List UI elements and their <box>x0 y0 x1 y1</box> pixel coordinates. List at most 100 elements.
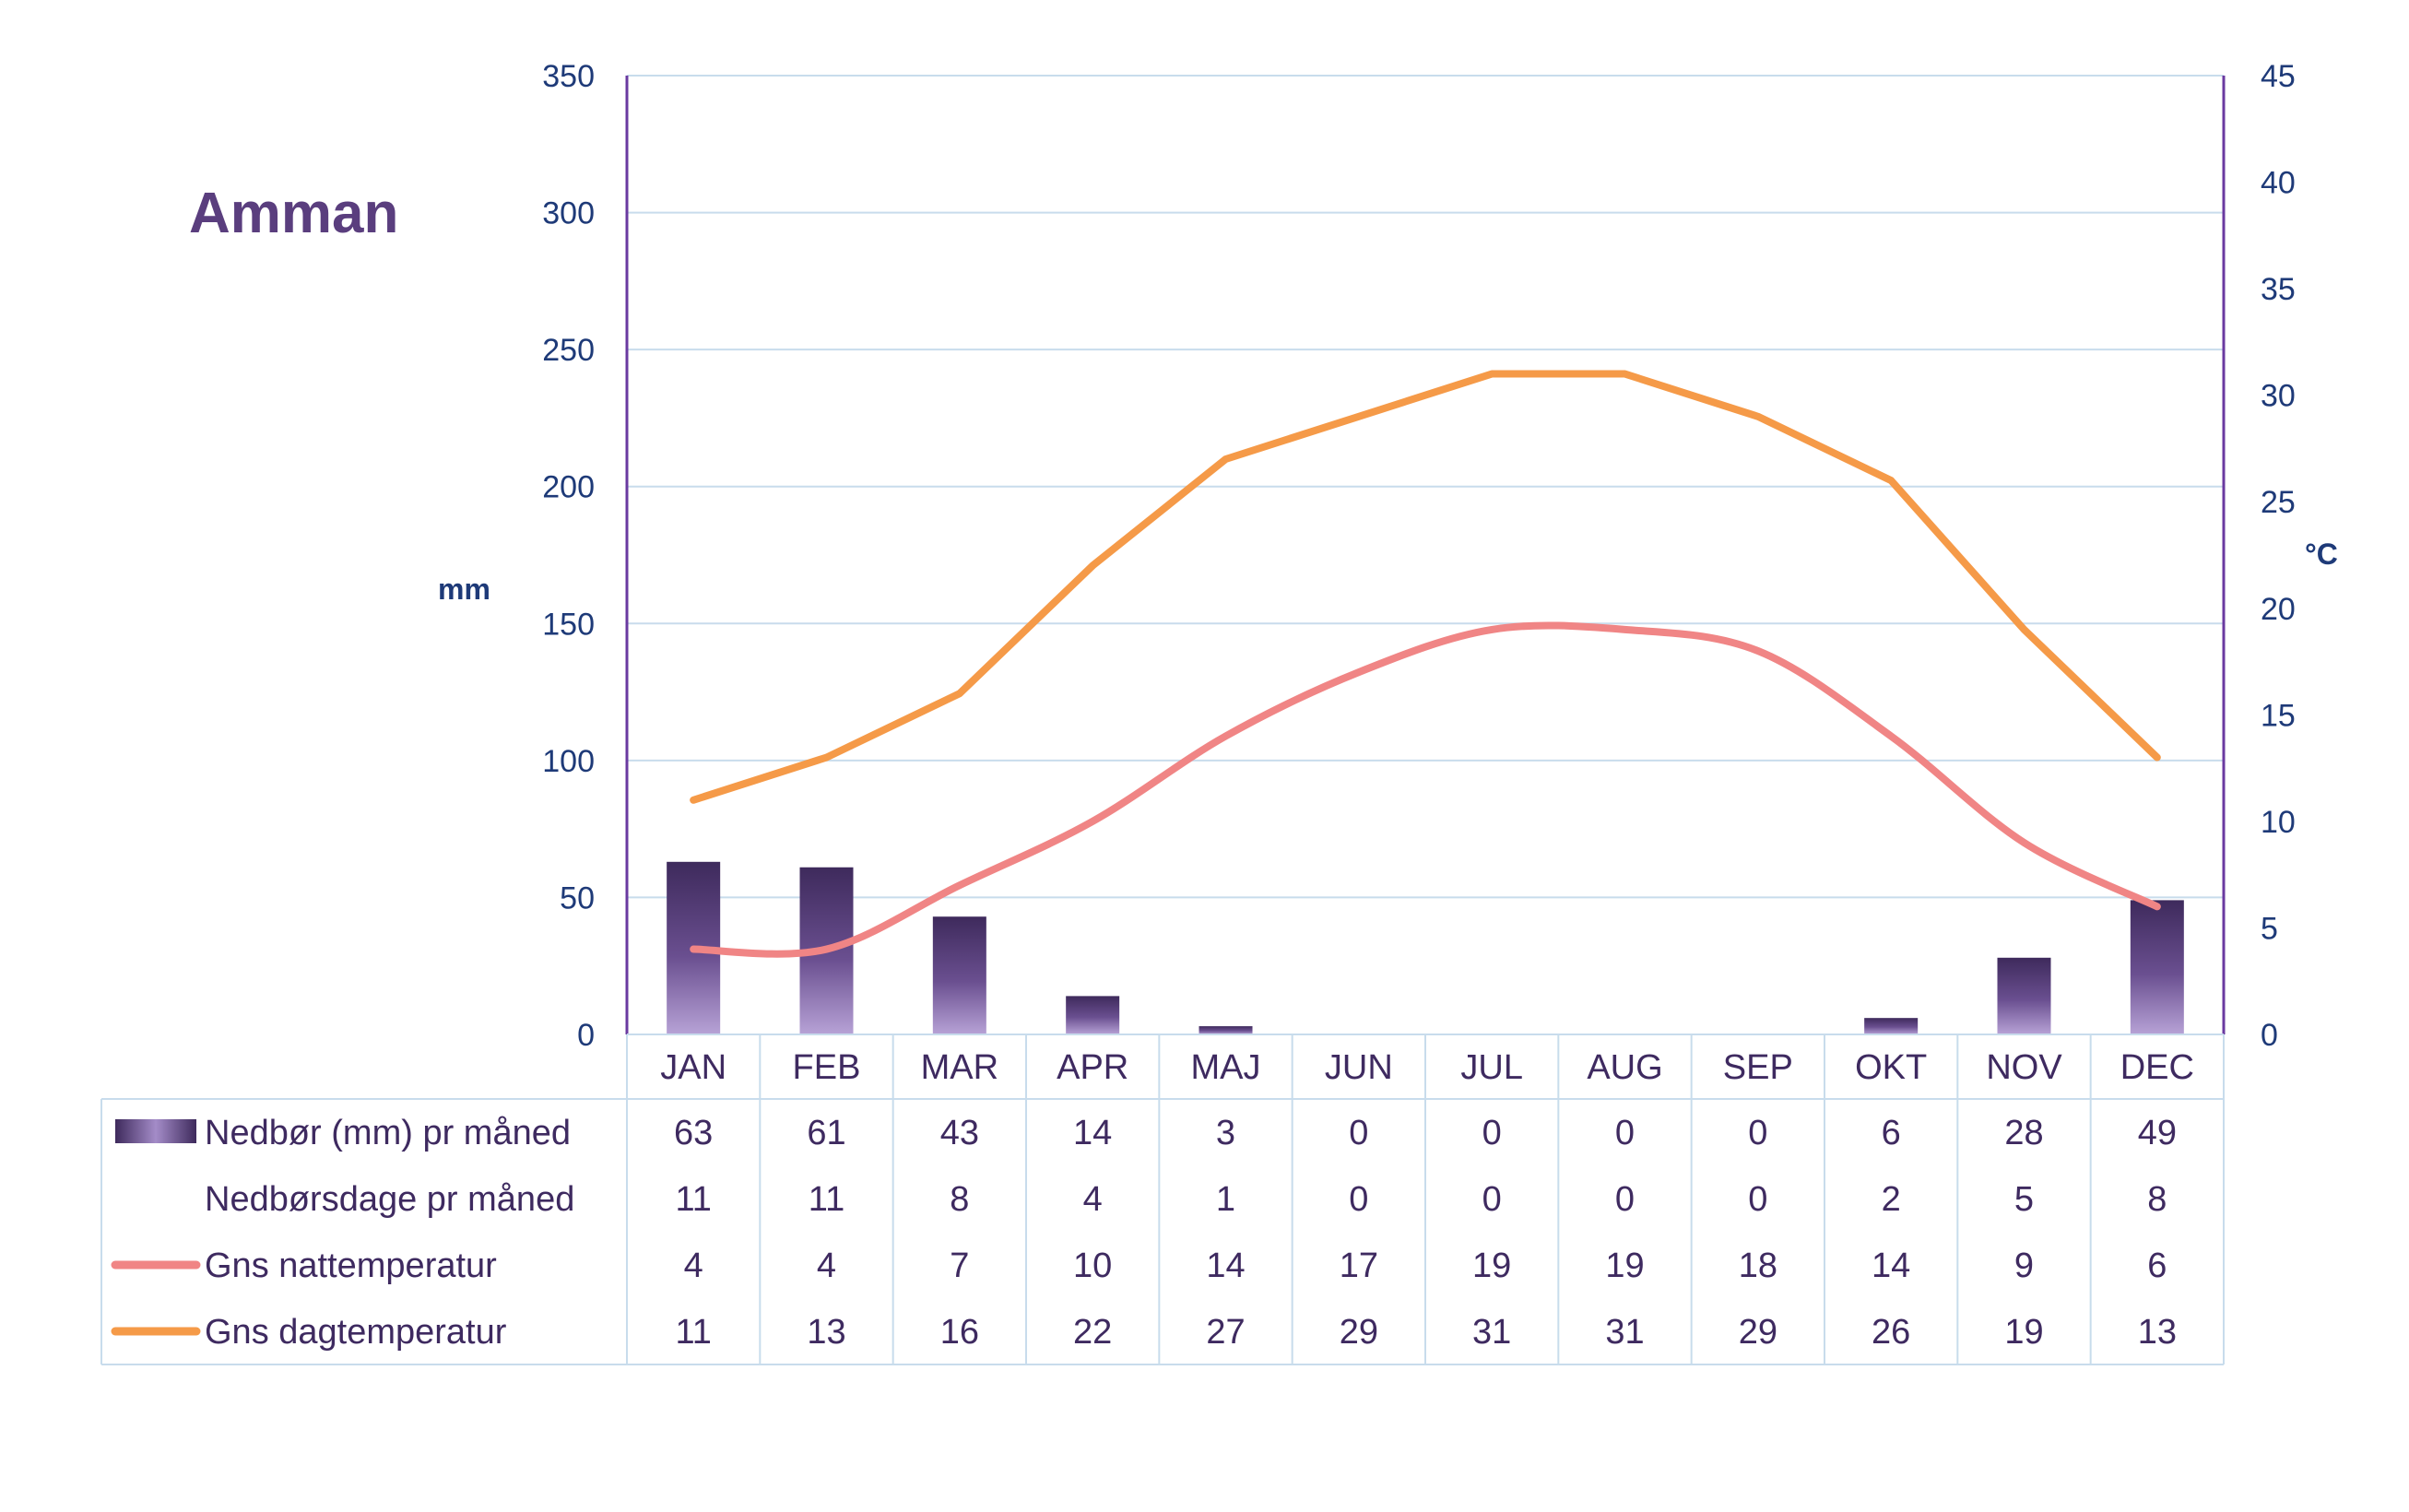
row-label-gns-dagtemperatur: Gns dagtemperatur <box>205 1313 507 1352</box>
x-tick-label-aug: AUG <box>1587 1048 1662 1087</box>
gridlines <box>627 75 2224 899</box>
bar-mar <box>932 916 986 1034</box>
table-cell: 0 <box>1349 1180 1368 1219</box>
table-cell: 11 <box>675 1180 711 1219</box>
table-cell: 14 <box>1206 1246 1245 1285</box>
y-left-tick-label: 50 <box>560 880 595 915</box>
table-cell: 0 <box>1482 1180 1502 1219</box>
table-cell: 0 <box>1615 1180 1635 1219</box>
table-cell: 1 <box>1216 1180 1235 1219</box>
temperature-lines <box>690 370 2161 958</box>
table-cell: 11 <box>675 1313 711 1352</box>
x-tick-label-jul: JUL <box>1460 1048 1523 1087</box>
table-cell: 0 <box>1748 1180 1767 1219</box>
table-cell: 63 <box>674 1114 713 1152</box>
x-tick-label-mar: MAR <box>921 1048 998 1087</box>
table-cell: 8 <box>2147 1180 2167 1219</box>
table-cell: 28 <box>2004 1114 2043 1152</box>
table-cell: 22 <box>1073 1313 1112 1352</box>
table-cell: 43 <box>940 1114 979 1152</box>
table-cell: 11 <box>809 1180 844 1219</box>
data-table: JAN FEB MAR APR MAJ JUN JUL AUG SEP OKT NOV DEC Nedb… <box>100 1034 2225 1365</box>
table-cell: 14 <box>1872 1246 1910 1285</box>
line-gns-nattemperatur <box>690 621 2161 958</box>
table-cell: 0 <box>1482 1114 1502 1152</box>
table-cell: 26 <box>1872 1313 1910 1352</box>
y-right-tick-label: 30 <box>2261 379 2296 414</box>
table-cell: 29 <box>1340 1313 1378 1352</box>
table-cell: 19 <box>2004 1313 2043 1352</box>
table-cell: 6 <box>2147 1246 2167 1285</box>
chart-title: Amman <box>189 182 398 245</box>
y-left-ticks: 0 50 100 150 200 250 300 350 <box>542 59 595 1053</box>
table-cell: 4 <box>684 1246 703 1285</box>
y-right-tick-label: 25 <box>2261 485 2296 520</box>
x-tick-label-jun: JUN <box>1325 1048 1393 1087</box>
y-right-tick-label: 15 <box>2261 698 2296 733</box>
y-left-tick-label: 200 <box>542 470 595 505</box>
x-tick-label-maj: MAJ <box>1191 1048 1261 1087</box>
y-right-axis-label: °C <box>2305 537 2338 571</box>
table-cell: 17 <box>1340 1246 1378 1285</box>
table-cell: 18 <box>1739 1246 1777 1285</box>
table-cell: 6 <box>1882 1114 1901 1152</box>
line-gns-dagtemperatur <box>690 370 2161 804</box>
table-cell: 4 <box>817 1246 836 1285</box>
bar-nov <box>1997 957 2051 1034</box>
x-tick-label-dec: DEC <box>2120 1048 2194 1087</box>
x-tick-label-sep: SEP <box>1723 1048 1793 1087</box>
y-left-axis-label: mm <box>438 573 490 606</box>
table-cell: 2 <box>1882 1180 1901 1219</box>
y-right-tick-label: 20 <box>2261 592 2296 627</box>
bar-apr <box>1066 996 1120 1034</box>
y-right-tick-label: 5 <box>2261 911 2278 946</box>
table-cell: 8 <box>950 1180 969 1219</box>
table-cell: 5 <box>2014 1180 2034 1219</box>
table-cell: 14 <box>1073 1114 1112 1152</box>
row-label-nedb-rsdage-pr-m-ned: Nedbørsdage pr måned <box>205 1180 574 1219</box>
y-right-tick-label: 40 <box>2261 166 2296 201</box>
table-cell: 7 <box>950 1246 969 1285</box>
table-cell: 10 <box>1073 1246 1112 1285</box>
table-cell: 49 <box>2138 1114 2177 1152</box>
table-cell: 0 <box>1615 1114 1635 1152</box>
table-cell: 61 <box>807 1114 845 1152</box>
table-cell: 9 <box>2014 1246 2034 1285</box>
y-left-tick-label: 250 <box>542 333 595 368</box>
y-left-tick-label: 150 <box>542 607 595 642</box>
table-cell: 0 <box>1748 1114 1767 1152</box>
y-left-tick-label: 0 <box>577 1018 595 1053</box>
table-cell: 16 <box>940 1313 979 1352</box>
legend-key-nedb-r-mm-pr-m-ned <box>115 1119 196 1143</box>
bar-dec <box>2130 900 2184 1034</box>
bar-maj <box>1199 1026 1253 1034</box>
y-left-tick-label: 100 <box>542 744 595 779</box>
x-tick-label-apr: APR <box>1057 1048 1128 1087</box>
row-label-nedb-r-mm-pr-m-ned: Nedbør (mm) pr måned <box>205 1114 571 1152</box>
table-cell: 13 <box>2138 1313 2177 1352</box>
table-cell: 0 <box>1349 1114 1368 1152</box>
table-cell: 31 <box>1605 1313 1644 1352</box>
table-cell: 19 <box>1605 1246 1644 1285</box>
axes <box>625 76 2226 1034</box>
table-cell: 29 <box>1739 1313 1777 1352</box>
y-right-ticks: 0 5 10 15 20 25 30 35 40 45 <box>2261 59 2296 1053</box>
table-cell: 4 <box>1083 1180 1103 1219</box>
bar-okt <box>1864 1018 1919 1034</box>
row-label-gns-nattemperatur: Gns nattemperatur <box>205 1246 497 1285</box>
y-left-tick-label: 300 <box>542 196 595 231</box>
x-tick-label-feb: FEB <box>793 1048 861 1087</box>
precipitation-bars <box>667 861 2184 1034</box>
table-cell: 31 <box>1472 1313 1511 1352</box>
table-cell: 13 <box>807 1313 845 1352</box>
y-left-tick-label: 350 <box>542 59 595 94</box>
table-cell: 3 <box>1216 1114 1235 1152</box>
table-cell: 27 <box>1206 1313 1245 1352</box>
table-cell: 19 <box>1472 1246 1511 1285</box>
y-right-tick-label: 35 <box>2261 272 2296 307</box>
x-tick-label-okt: OKT <box>1855 1048 1927 1087</box>
y-right-tick-label: 0 <box>2261 1018 2278 1053</box>
y-right-tick-label: 45 <box>2261 59 2296 94</box>
y-right-tick-label: 10 <box>2261 805 2296 840</box>
